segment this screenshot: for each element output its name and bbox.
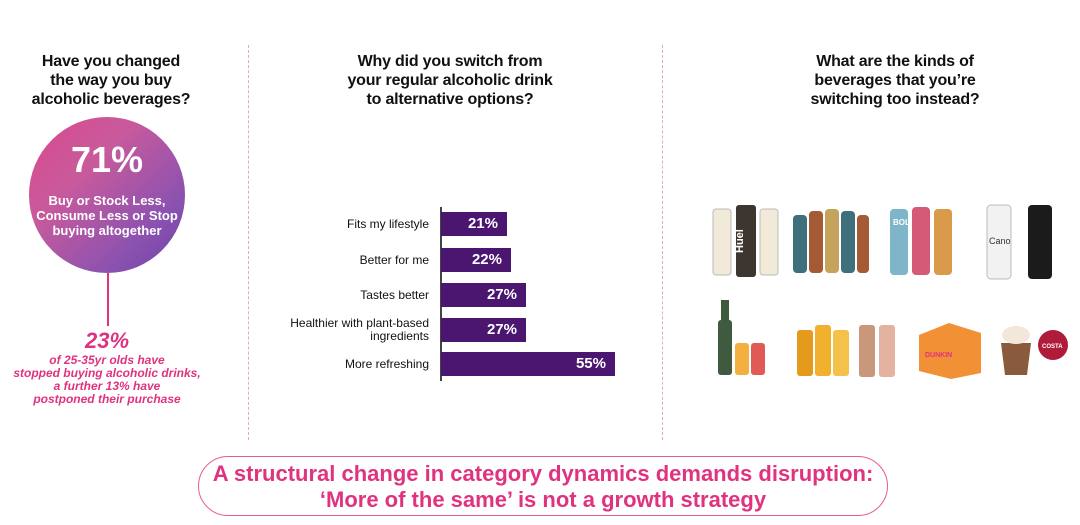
product-huel: Huel	[712, 205, 779, 277]
product-iced-coffee	[793, 209, 869, 273]
bar-value-label: 55%	[575, 355, 606, 372]
divider-right	[662, 45, 663, 440]
product-costa: COSTA	[1001, 326, 1068, 375]
bar: 22%	[441, 248, 511, 272]
bar-label: Better for me	[359, 252, 429, 267]
secondary-stat-line-1: of 25-35yr olds have	[49, 353, 165, 367]
left-heading-line-1: Have you changed	[41, 53, 181, 70]
middle-heading-line-1: Why did you switch from	[357, 53, 543, 70]
middle-heading: Why did you switch from your regular alc…	[300, 52, 600, 109]
product-images: Huel BOL Cano DUNKIN	[712, 204, 1068, 379]
cano-brand-text: Cano	[989, 236, 1011, 246]
right-heading: What are the kinds of beverages that you…	[745, 52, 1045, 109]
chart-axis	[440, 207, 442, 381]
right-heading-line-1: What are the kinds of	[816, 53, 974, 70]
connector-line	[107, 273, 109, 326]
conclusion-banner: A structural change in category dynamics…	[198, 456, 888, 516]
product-juice	[797, 325, 849, 376]
bar-label: Tastes better	[360, 287, 429, 302]
conclusion-line-2: ‘More of the same’ is not a growth strat…	[319, 487, 767, 512]
middle-heading-line-2: your regular alcoholic drink	[347, 72, 553, 89]
bar-value-label: 21%	[467, 215, 498, 232]
bar-label: Fits my lifestyle	[346, 216, 429, 231]
product-sparkling	[718, 300, 765, 375]
secondary-stat-line-3: a further 13% have	[53, 379, 161, 393]
big-stat-text: Buy or Stock Less, Consume Less or Stop …	[36, 193, 178, 238]
bar-label: More refreshing	[344, 356, 429, 371]
product-dunkin: DUNKIN	[919, 323, 981, 379]
costa-brand-text: COSTA	[1042, 344, 1063, 350]
left-heading-line-2: the way you buy	[50, 72, 172, 89]
secondary-stat-line-4: postponed their purchase	[33, 392, 181, 406]
left-heading-line-3: alcoholic beverages?	[31, 91, 191, 108]
middle-heading-line-3: to alternative options?	[366, 91, 534, 108]
divider-left	[248, 45, 249, 440]
right-heading-line-3: switching too instead?	[810, 91, 980, 108]
secondary-stat-number: 23%	[84, 328, 130, 353]
bar-value-label: 22%	[471, 251, 502, 268]
dunkin-brand-text: DUNKIN	[925, 352, 952, 359]
big-stat: 71%	[70, 139, 144, 180]
huel-brand-text: Huel	[734, 229, 746, 253]
bar-value-label: 27%	[486, 286, 517, 303]
right-heading-line-2: beverages that you’re	[814, 72, 976, 89]
bar: 27%	[441, 283, 526, 307]
stat-circle: 71% Buy or Stock Less, Consume Less or S…	[29, 117, 185, 273]
secondary-stat: 23% of 25-35yr olds have stopped buying …	[0, 328, 214, 406]
bar-label: Healthier with plant-based ingredients	[290, 316, 429, 343]
bar: 21%	[441, 212, 507, 236]
bar-value-label: 27%	[486, 321, 517, 338]
bol-brand-text: BOL	[893, 218, 910, 227]
bar: 27%	[441, 318, 526, 342]
secondary-stat-line-2: stopped buying alcoholic drinks,	[13, 366, 201, 380]
product-bol: BOL	[890, 207, 952, 275]
product-spiced-cans	[859, 325, 895, 377]
conclusion-line-1: A structural change in category dynamics…	[212, 461, 874, 486]
secondary-stat-text: of 25-35yr olds have stopped buying alco…	[0, 354, 214, 406]
left-heading: Have you changed the way you buy alcohol…	[0, 52, 222, 109]
bar: 55%	[441, 352, 615, 376]
product-cano: Cano	[986, 204, 1052, 280]
